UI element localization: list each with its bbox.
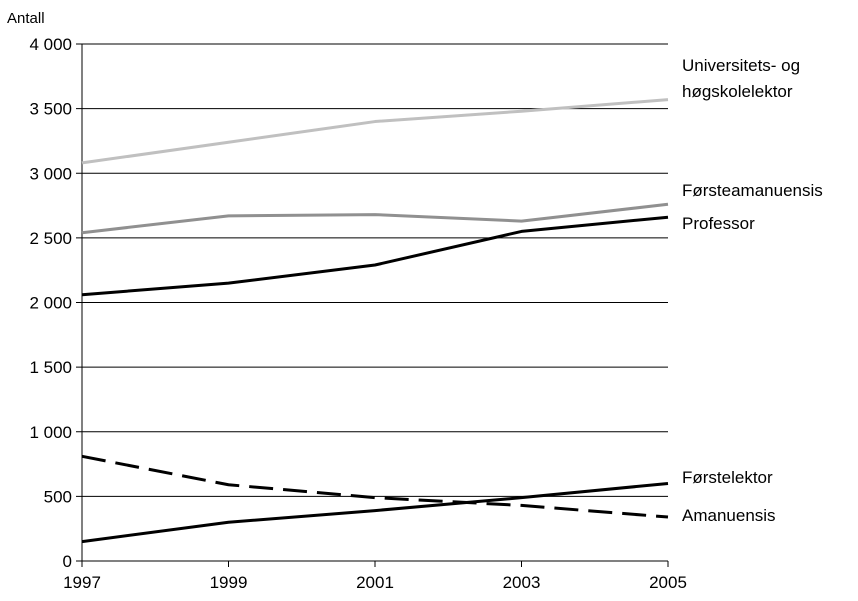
y-tick-label-3500: 3 500 bbox=[29, 100, 72, 119]
legend-entry: Professor bbox=[682, 214, 755, 233]
series-line-førstelektor bbox=[81, 481, 669, 544]
x-tick-label-1997: 1997 bbox=[63, 573, 101, 592]
y-axis-label: Antall bbox=[7, 10, 45, 27]
x-tick-label-2005: 2005 bbox=[649, 573, 687, 592]
series-line-førsteamanuensis bbox=[81, 202, 669, 235]
y-tick-label-3000: 3 000 bbox=[29, 164, 72, 183]
y-tick-label-2500: 2 500 bbox=[29, 229, 72, 248]
y-ticks: 0 500 1 000 1 500 2 000 2 500 3 000 3 500 4 000 bbox=[29, 35, 82, 571]
legend-label: Universitets- og bbox=[682, 56, 800, 75]
legend-entry: Universitets- og høgskolelektor bbox=[682, 56, 800, 101]
y-tick-label-1000: 1 000 bbox=[29, 423, 72, 442]
x-tick-label-2003: 2003 bbox=[503, 573, 541, 592]
x-tick-label-2001: 2001 bbox=[356, 573, 394, 592]
series-lines bbox=[81, 98, 669, 544]
gridlines bbox=[82, 43, 668, 497]
y-tick-label-500: 500 bbox=[44, 487, 72, 506]
y-tick-label-2000: 2 000 bbox=[29, 294, 72, 313]
y-tick-label-4000: 4 000 bbox=[29, 35, 72, 54]
legend-entry: Amanuensis bbox=[682, 506, 776, 525]
legend-label: Professor bbox=[682, 214, 755, 233]
legend: Universitets- og høgskolelektor Førsteaman… bbox=[682, 56, 823, 525]
legend-entry: Førsteamanuensis bbox=[682, 181, 823, 200]
series-line-universitets-og-høgskolelektor bbox=[81, 98, 669, 165]
legend-entry: Førstelektor bbox=[682, 468, 773, 487]
legend-label: høgskolelektor bbox=[682, 82, 793, 101]
x-ticks: 1997 1999 2001 2003 2005 bbox=[63, 561, 687, 592]
legend-label: Amanuensis bbox=[682, 506, 776, 525]
x-tick-label-1999: 1999 bbox=[210, 573, 248, 592]
y-tick-label-1500: 1 500 bbox=[29, 358, 72, 377]
legend-label: Førsteamanuensis bbox=[682, 181, 823, 200]
series-line-professor bbox=[81, 215, 669, 297]
legend-label: Førstelektor bbox=[682, 468, 773, 487]
y-tick-label-0: 0 bbox=[63, 552, 72, 571]
series-line-amanuensis bbox=[81, 454, 669, 519]
